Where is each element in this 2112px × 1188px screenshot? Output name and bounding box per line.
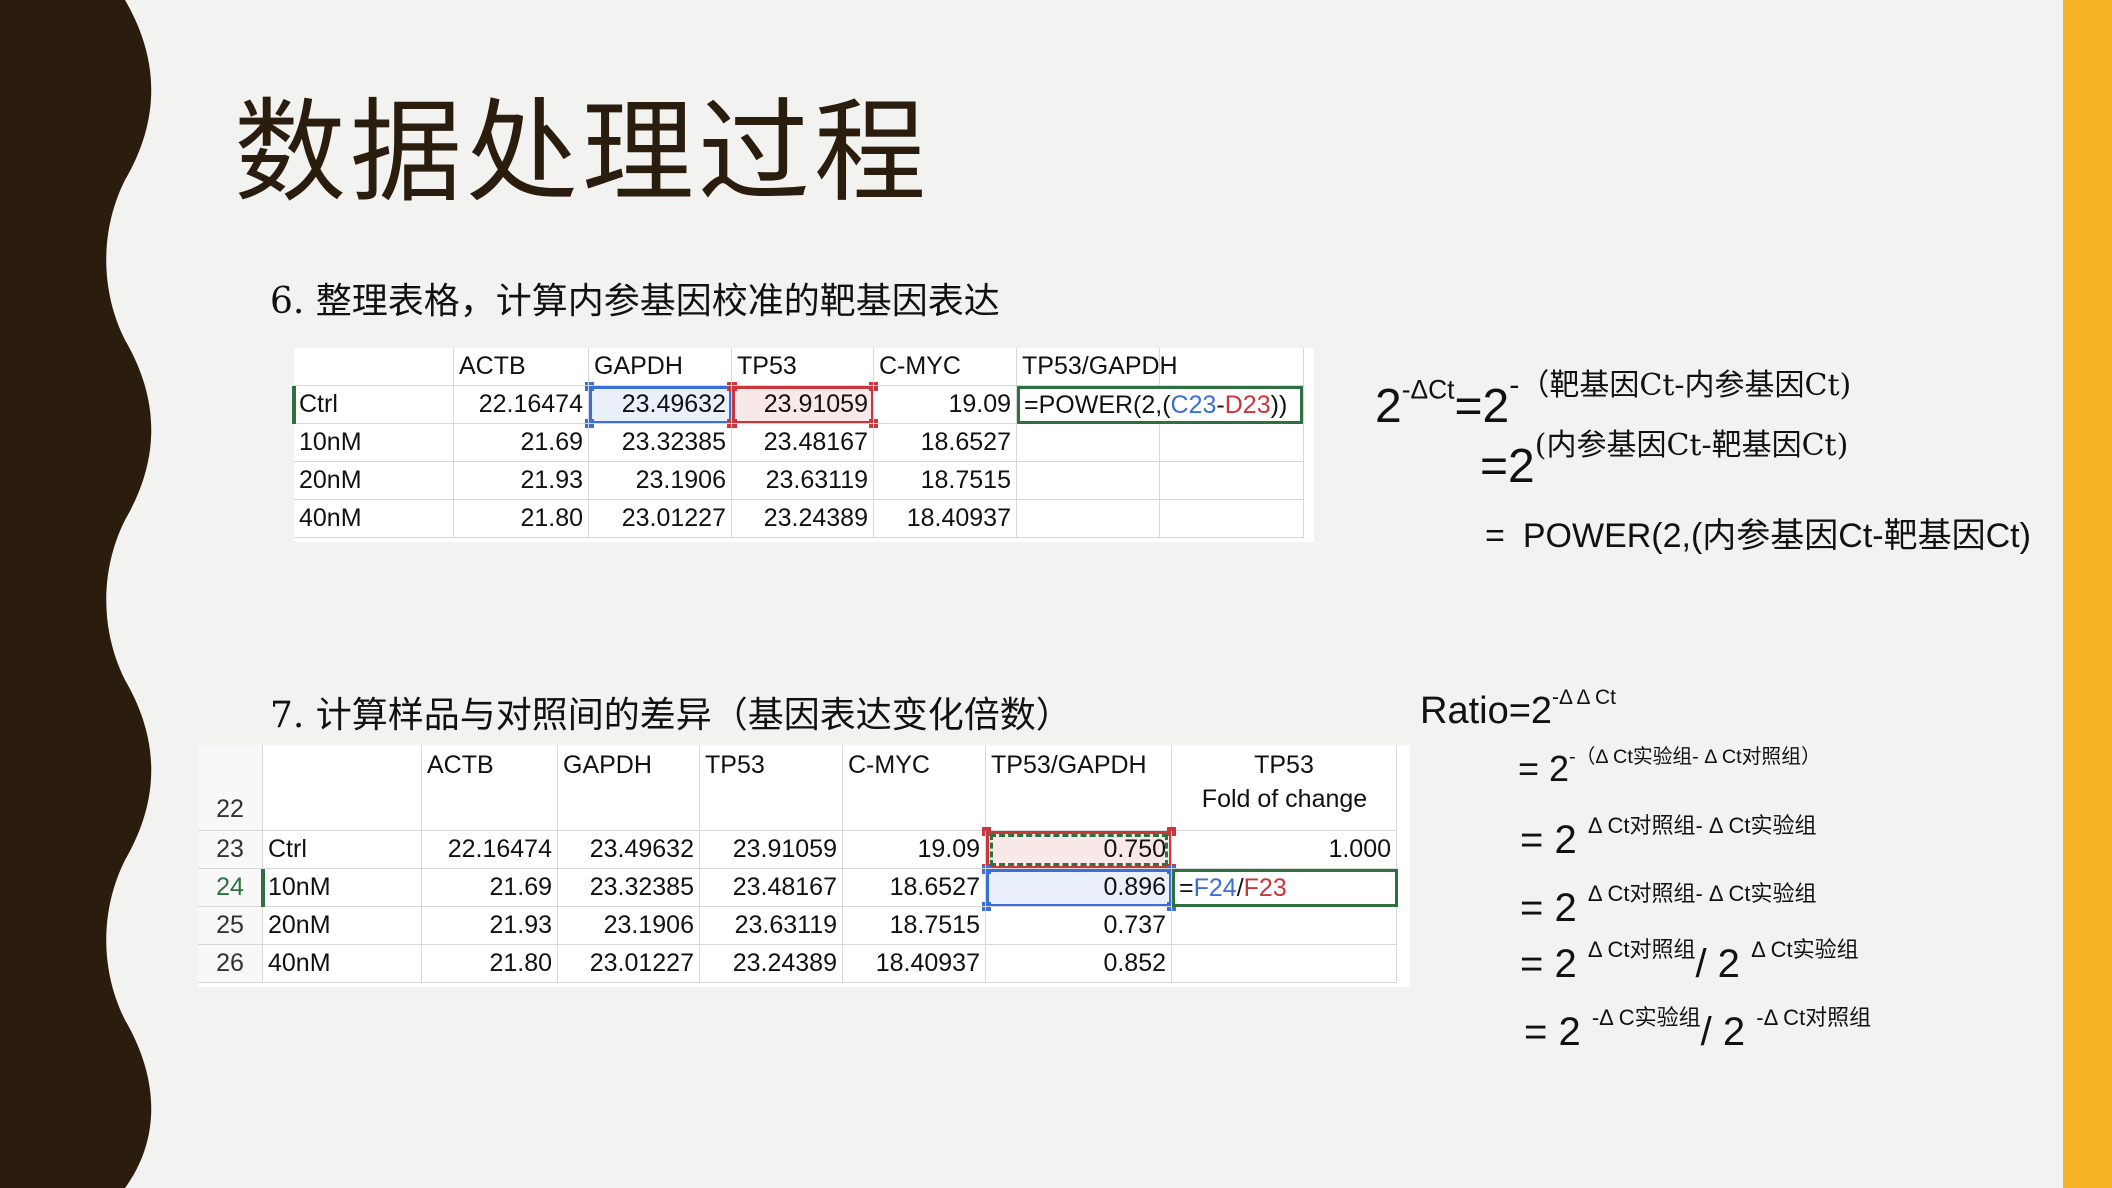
- column-header: TP53/GAPDH: [1017, 348, 1178, 386]
- table-cell[interactable]: 23.48167: [732, 424, 874, 462]
- row-number[interactable]: 26: [198, 945, 263, 983]
- column-header: ACTB: [422, 745, 558, 831]
- table-cell[interactable]: 23.63119: [732, 462, 874, 500]
- table-cell[interactable]: 18.7515: [843, 907, 986, 945]
- row-label[interactable]: 20nM: [263, 907, 422, 945]
- row-label[interactable]: 10nM: [294, 424, 454, 462]
- table-cell[interactable]: 0.737: [986, 907, 1172, 945]
- selection-handle[interactable]: [982, 865, 991, 874]
- table-cell[interactable]: 0.852: [986, 945, 1172, 983]
- ratio-line-6: = 2 -Δ C实验组/ 2 -Δ Ct对照组: [1524, 1005, 1872, 1054]
- formula-line-3: = POWER(2,(内参基因Ct-靶基因Ct): [1485, 517, 2031, 555]
- table-cell[interactable]: 18.40937: [843, 945, 986, 983]
- selection-handle[interactable]: [585, 382, 594, 391]
- table-cell[interactable]: 23.32385: [589, 424, 732, 462]
- table-cell[interactable]: 23.32385: [558, 869, 700, 907]
- table-cell[interactable]: 18.7515: [874, 462, 1017, 500]
- row-number[interactable]: 25: [198, 907, 263, 945]
- column-header: TP53: [1172, 745, 1397, 831]
- selection-handle[interactable]: [728, 382, 737, 391]
- spreadsheet-step7: 22 23 24 25 26 ACTB GAPDH TP53 C-MYC TP53/GAPDH TP…: [198, 745, 1410, 987]
- table-cell[interactable]: 18.6527: [843, 869, 986, 907]
- column-header: [263, 745, 422, 831]
- ratio-line-4: = 2 Δ Ct对照组- Δ Ct实验组: [1520, 881, 1817, 930]
- row-number[interactable]: 22: [198, 745, 263, 831]
- fold-change-header: Fold of change: [1201, 785, 1368, 813]
- ratio-line-3: = 2 Δ Ct对照组- Δ Ct实验组: [1520, 813, 1817, 862]
- step7-heading: 7. 计算样品与对照间的差异（基因表达变化倍数）: [270, 695, 1072, 736]
- step6-heading: 6. 整理表格，计算内参基因校准的靶基因表达: [270, 281, 1000, 322]
- table-cell[interactable]: [1017, 500, 1160, 538]
- column-header: TP53: [700, 745, 843, 831]
- table-cell[interactable]: 1.000: [1172, 831, 1397, 869]
- row-label[interactable]: Ctrl: [294, 386, 454, 424]
- formula-cell-editing[interactable]: =F24/F23: [1172, 869, 1398, 907]
- ratio-line-1: Ratio=2-Δ Δ Ct: [1420, 686, 1616, 732]
- column-header: C-MYC: [843, 745, 986, 831]
- ratio-line-5: = 2 Δ Ct对照组/ 2 Δ Ct实验组: [1520, 937, 1859, 986]
- table-cell[interactable]: 19.09: [843, 831, 986, 869]
- row-label[interactable]: 20nM: [294, 462, 454, 500]
- decorative-wave-band: [0, 0, 152, 1188]
- table-cell[interactable]: 21.69: [454, 424, 589, 462]
- column-header: C-MYC: [874, 348, 1017, 386]
- table-cell[interactable]: 23.91059: [732, 386, 874, 424]
- table-cell[interactable]: 21.69: [422, 869, 558, 907]
- row-number[interactable]: 24: [198, 869, 263, 907]
- table-cell[interactable]: 23.01227: [558, 945, 700, 983]
- table-cell[interactable]: 23.1906: [589, 462, 732, 500]
- page-title: 数据处理过程: [234, 88, 930, 218]
- table-cell[interactable]: [1172, 945, 1397, 983]
- table-cell[interactable]: 23.63119: [700, 907, 843, 945]
- table-cell[interactable]: 22.16474: [454, 386, 589, 424]
- table-cell[interactable]: 23.01227: [589, 500, 732, 538]
- column-header: [294, 348, 454, 386]
- table-cell[interactable]: 21.93: [422, 907, 558, 945]
- table-cell[interactable]: 0.896: [986, 869, 1172, 907]
- table-cell[interactable]: 19.09: [874, 386, 1017, 424]
- spreadsheet-step6: ACTB GAPDH TP53 C-MYC TP53/GAPDH Ctrl 22.16474…: [292, 348, 1314, 542]
- formula-cell-editing[interactable]: =POWER(2,(C23-D23)): [1017, 386, 1303, 424]
- table-cell[interactable]: [1017, 424, 1160, 462]
- table-cell[interactable]: 23.24389: [732, 500, 874, 538]
- table-cell[interactable]: 23.1906: [558, 907, 700, 945]
- row-label[interactable]: Ctrl: [263, 831, 422, 869]
- row-label[interactable]: 10nM: [263, 869, 422, 907]
- formula-line-2: =2(内参基因Ct-靶基因Ct): [1480, 428, 1849, 493]
- table-cell[interactable]: [1017, 462, 1160, 500]
- table-cell[interactable]: 18.6527: [874, 424, 1017, 462]
- table-cell[interactable]: 0.750: [986, 831, 1172, 869]
- table-cell[interactable]: [1160, 348, 1304, 386]
- table-cell[interactable]: [1172, 907, 1397, 945]
- table-cell[interactable]: 22.16474: [422, 831, 558, 869]
- row-number[interactable]: 23: [198, 831, 263, 869]
- column-header: GAPDH: [589, 348, 732, 386]
- table-cell[interactable]: 21.93: [454, 462, 589, 500]
- accent-bar: [2063, 0, 2112, 1188]
- table-cell[interactable]: 23.48167: [700, 869, 843, 907]
- table-cell[interactable]: 21.80: [454, 500, 589, 538]
- active-row-marker: [292, 386, 296, 424]
- table-cell[interactable]: 23.49632: [558, 831, 700, 869]
- column-header: ACTB: [454, 348, 589, 386]
- table-cell[interactable]: [1160, 500, 1304, 538]
- row-label[interactable]: 40nM: [294, 500, 454, 538]
- column-header: TP53/GAPDH: [986, 745, 1172, 831]
- ratio-line-2: = 2-（Δ Ct实验组- Δ Ct对照组）: [1518, 746, 1821, 789]
- table-cell[interactable]: 21.80: [422, 945, 558, 983]
- column-header: TP53: [732, 348, 874, 386]
- table-cell[interactable]: [1160, 424, 1304, 462]
- active-row-marker: [261, 869, 265, 907]
- table-cell[interactable]: [1160, 462, 1304, 500]
- column-header: GAPDH: [558, 745, 700, 831]
- table-cell[interactable]: 23.49632: [589, 386, 732, 424]
- row-label[interactable]: 40nM: [263, 945, 422, 983]
- table-cell[interactable]: 23.91059: [700, 831, 843, 869]
- table-cell[interactable]: 18.40937: [874, 500, 1017, 538]
- selection-handle[interactable]: [982, 827, 991, 836]
- table-cell[interactable]: 23.24389: [700, 945, 843, 983]
- formula-line-1: 2-ΔCt=2-（靶基因Ct-内参基因Ct): [1375, 368, 1852, 433]
